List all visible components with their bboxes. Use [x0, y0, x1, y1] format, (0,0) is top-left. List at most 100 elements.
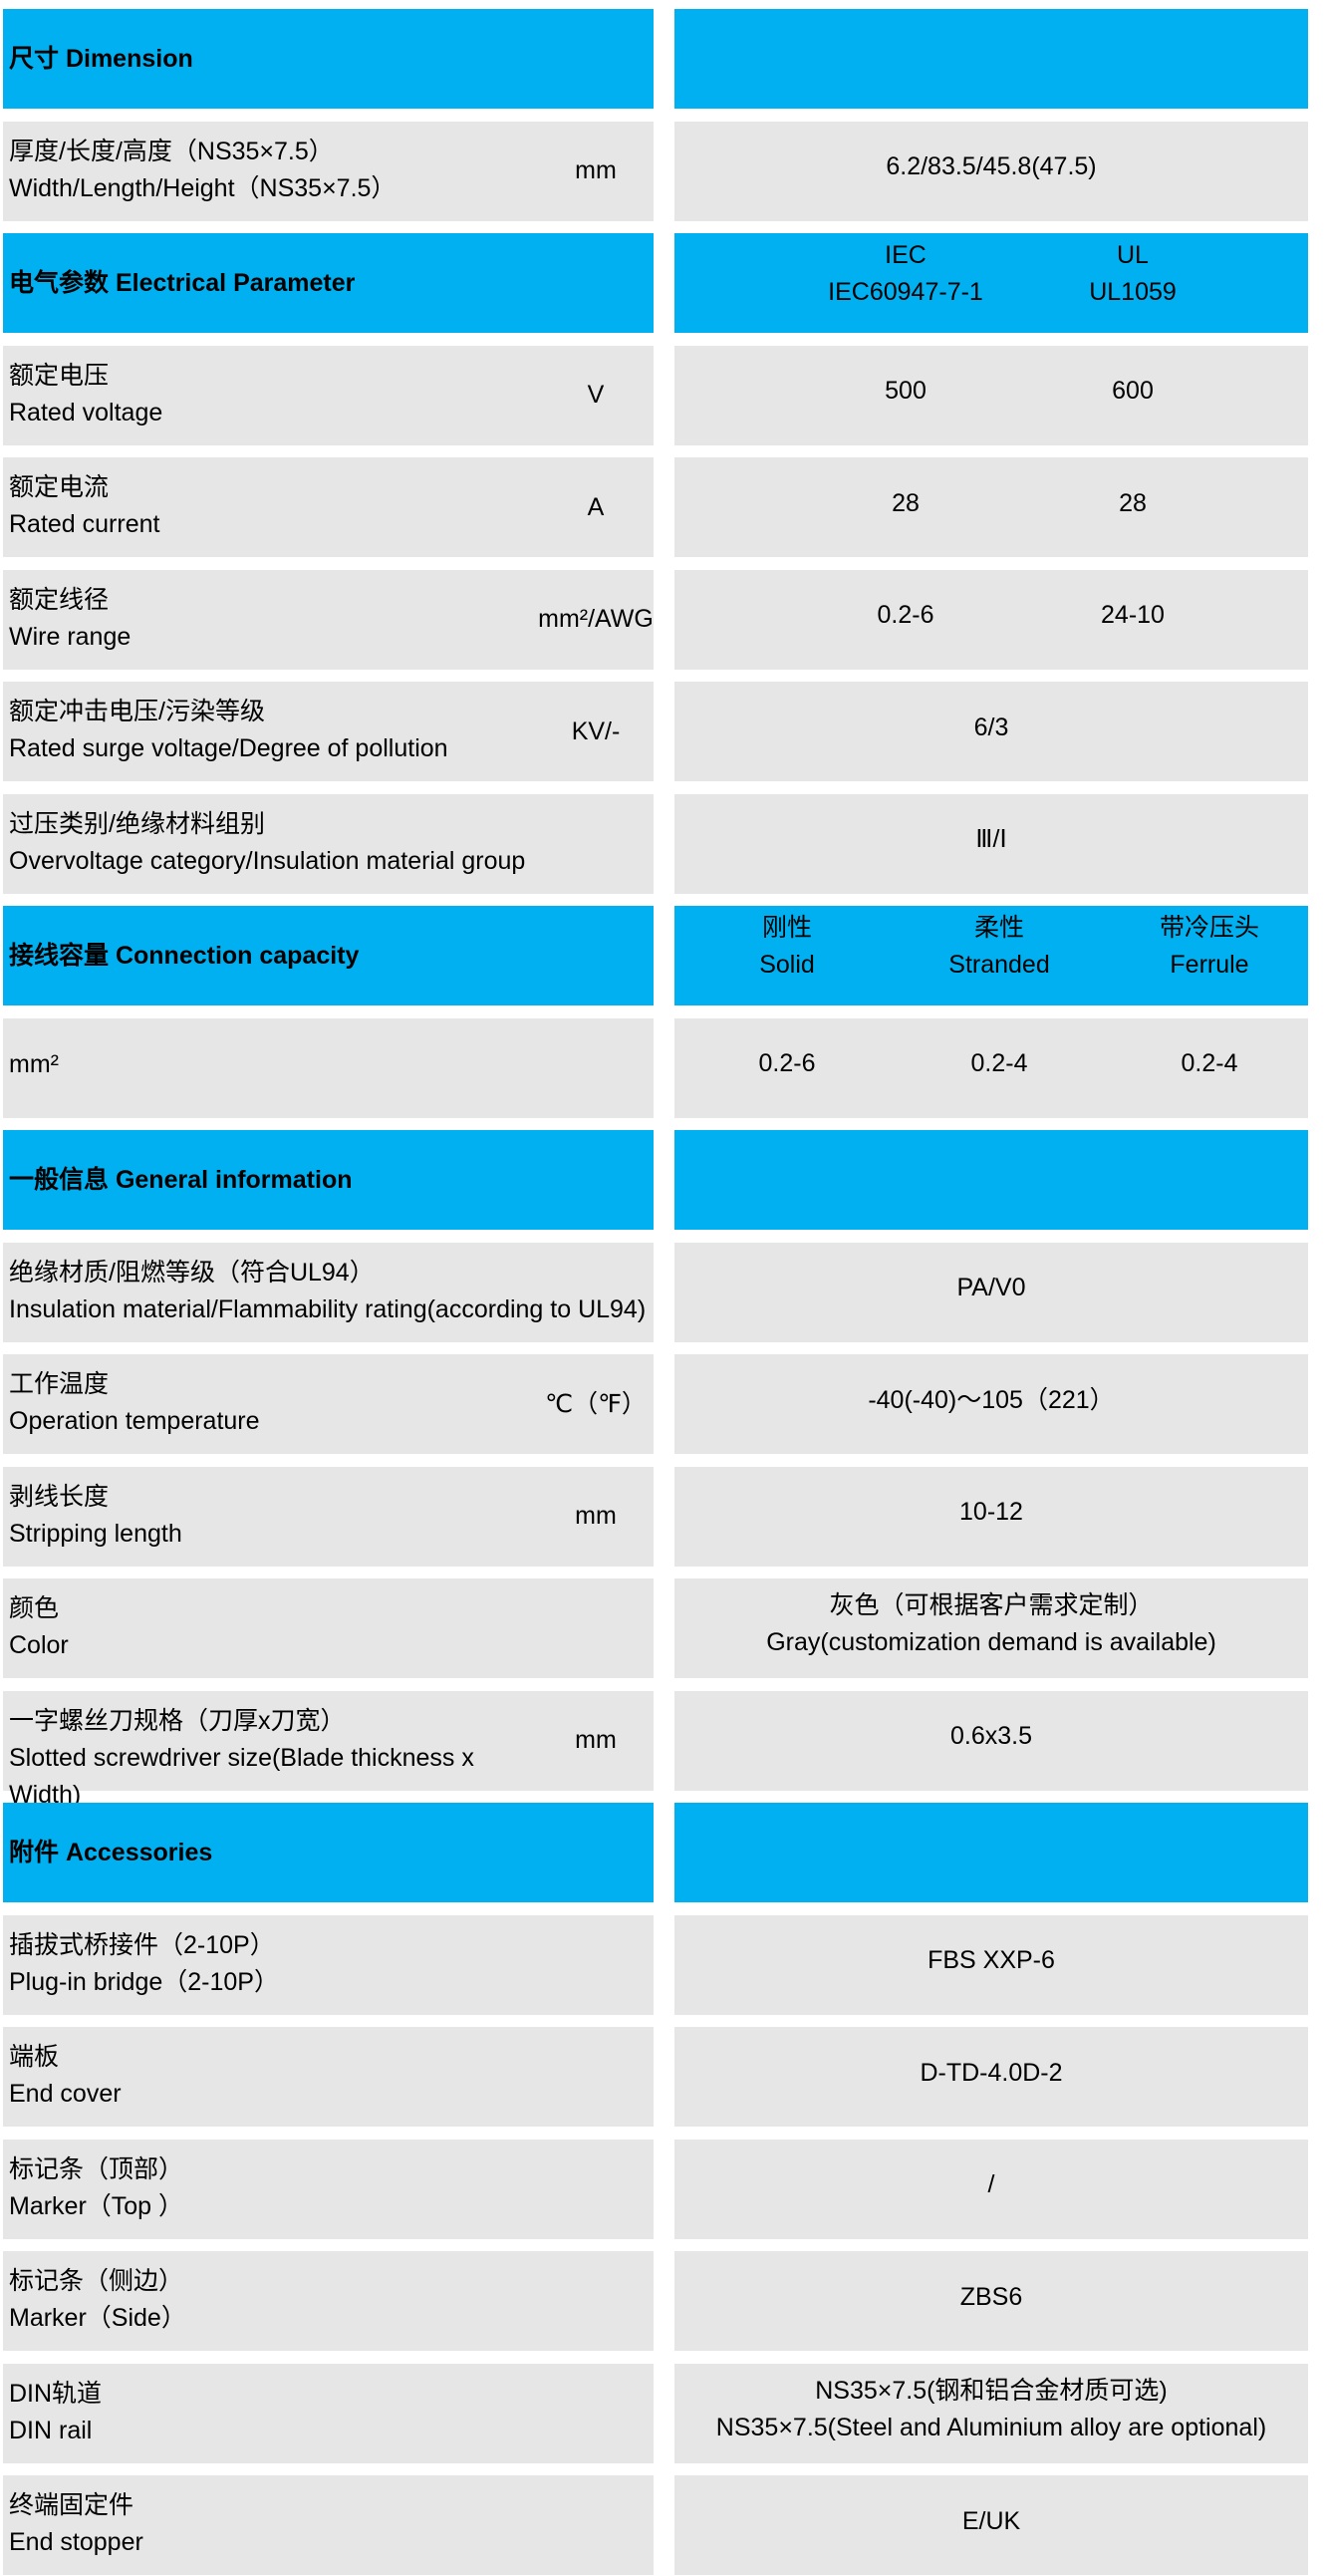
column-header-line: IEC [885, 241, 927, 269]
column-header-line: UL [1117, 241, 1149, 269]
spec-value: PA/V0 [956, 1243, 1025, 1334]
spec-value: ZBS6 [960, 2251, 1023, 2343]
spec-row-value-cell: Ⅲ/Ⅰ [674, 793, 1308, 894]
spec-row-label-cell: 颜色 Color [3, 1578, 654, 1678]
spec-unit: A [587, 492, 605, 521]
spec-value-line: FBS XXP-6 [928, 1946, 1055, 1974]
spec-label-en: Rated voltage [9, 398, 163, 427]
spec-row-label-cell: 插拔式桥接件（2-10P） Plug-in bridge（2-10P） [3, 1914, 654, 2015]
spec-label-en: Slotted screwdriver size(Blade thickness… [9, 1743, 474, 1809]
column-header-line: Solid [759, 951, 815, 979]
spec-value-line: 0.2-4 [1181, 1049, 1238, 1077]
column-header: 带冷压头 Ferrule [1160, 906, 1259, 1002]
spec-row-value-cell: / [674, 2139, 1308, 2239]
spec-unit: mm [575, 1502, 617, 1530]
spec-label-cn: 额定线径 [9, 585, 110, 614]
column-header-line: IEC60947-7-1 [828, 278, 983, 306]
section-header: 一般信息 General information [3, 1130, 654, 1230]
spec-row-label-cell: 额定电流 Rated current A [3, 457, 654, 557]
spec-label: 颜色 Color [9, 1590, 647, 1664]
spec-label-cn: 绝缘材质/阻燃等级（符合UL94） [9, 1258, 375, 1287]
spec-label-cn: 额定冲击电压/污染等级 [9, 698, 265, 725]
spec-row-value-cell: 10-12 [674, 1466, 1308, 1567]
spec-label: 工作温度 Operation temperature [9, 1366, 527, 1440]
column-header: IEC IEC60947-7-1 [828, 233, 983, 329]
spec-label: 插拔式桥接件（2-10P） Plug-in bridge（2-10P） [9, 1927, 647, 2001]
spec-unit: mm [575, 156, 617, 184]
spec-row-value-cell: 0.6x3.5 [674, 1690, 1308, 1791]
spec-value-line: 24-10 [1101, 601, 1165, 629]
spec-label: 一字螺丝刀规格（刀厚x刀宽） Slotted screwdriver size(B… [9, 1703, 527, 1814]
spec-value: 600 [1112, 346, 1154, 437]
spec-row-label-cell: DIN轨道 DIN rail [3, 2363, 654, 2463]
spec-label-en: Rated surge voltage/Degree of pollution [9, 734, 448, 762]
spec-value-line: 28 [892, 488, 920, 517]
spec-label-cn: 标记条（侧边） [9, 2267, 184, 2295]
spec-value: 6/3 [974, 682, 1009, 773]
spec-label-en: Plug-in bridge（2-10P） [9, 1967, 279, 1996]
spec-row-value-cell: 6.2/83.5/45.8(47.5) [674, 121, 1308, 221]
spec-value-line: PA/V0 [956, 1274, 1026, 1301]
spec-label-en: Marker（Top ） [9, 2191, 184, 2220]
section-header-values: IEC IEC60947-7-1 UL UL1059 [674, 233, 1308, 333]
spec-value-line: Gray(customization demand is available) [766, 1628, 1216, 1656]
spec-value-line: -40(-40)～105（221） [868, 1385, 1115, 1414]
spec-value: 24-10 [1101, 570, 1165, 662]
spec-label: DIN轨道 DIN rail [9, 2376, 647, 2449]
spec-row-label-cell: 绝缘材质/阻燃等级（符合UL94） Insulation material/Fla… [3, 1242, 654, 1342]
spec-value-line: 0.2-6 [877, 601, 934, 629]
spec-row-value-cell: 0.2-6 0.2-4 0.2-4 [674, 1017, 1308, 1118]
spec-value: FBS XXP-6 [928, 1915, 1055, 2007]
spec-label: 剥线长度 Stripping length [9, 1479, 527, 1553]
spec-value: 0.6x3.5 [950, 1691, 1032, 1783]
spec-label: 额定电压 Rated voltage [9, 358, 527, 431]
spec-value-line: 500 [885, 377, 927, 405]
spec-value: E/UK [962, 2475, 1020, 2567]
spec-value-line: 6.2/83.5/45.8(47.5) [886, 152, 1097, 180]
section-header-values [674, 1803, 1308, 1902]
spec-label-en: Operation temperature [9, 1407, 260, 1435]
spec-value: 500 [885, 346, 927, 437]
column-header-line: 柔性 [973, 914, 1024, 942]
spec-row-label-cell: 工作温度 Operation temperature ℃（℉） [3, 1354, 654, 1454]
spec-row-label-cell: 标记条（顶部） Marker（Top ） [3, 2139, 654, 2239]
spec-value-line: / [987, 2170, 995, 2198]
spec-label-en: Marker（Side） [9, 2304, 186, 2332]
column-header-line: 刚性 [761, 914, 812, 942]
spec-row-label-cell: 额定线径 Wire range mm²/AWG [3, 569, 654, 670]
spec-label: 额定线径 Wire range [9, 582, 527, 656]
spec-label-en: Stripping length [9, 1519, 182, 1548]
spec-row-value-cell: FBS XXP-6 [674, 1914, 1308, 2015]
spec-label: mm² [9, 1018, 647, 1118]
spec-unit: mm [575, 1726, 617, 1754]
spec-row-label-cell: 额定冲击电压/污染等级 Rated surge voltage/Degree of… [3, 682, 654, 781]
spec-row-value-cell: ZBS6 [674, 2251, 1308, 2351]
spec-value-line: 0.6x3.5 [949, 1722, 1033, 1750]
spec-label-cn: 额定电压 [9, 361, 110, 390]
spec-label-cn: 工作温度 [9, 1370, 110, 1398]
spec-label-cn: 额定电流 [9, 473, 110, 501]
spec-row-label-cell: 过压类别/绝缘材料组别 Overvoltage category/Insulati… [3, 793, 654, 894]
column-header: UL UL1059 [1089, 233, 1177, 329]
section-title: 一般信息 General information [9, 1166, 353, 1194]
spec-value-line: 10-12 [959, 1498, 1023, 1526]
spec-label-cn: DIN轨道 [9, 2379, 103, 2408]
spec-row-value-cell: 28 28 [674, 457, 1308, 557]
column-header: 柔性 Stranded [948, 906, 1049, 1002]
spec-value: 灰色（可根据客户需求定制） Gray(customization demand i… [766, 1578, 1216, 1670]
spec-value: Ⅲ/Ⅰ [975, 794, 1007, 886]
spec-label: 过压类别/绝缘材料组别 Overvoltage category/Insulati… [9, 806, 647, 880]
spec-value: 0.2-4 [971, 1018, 1028, 1110]
section-title: 尺寸 Dimension [9, 45, 193, 73]
spec-row-value-cell: 500 600 [674, 345, 1308, 445]
section-header-values [674, 9, 1308, 109]
spec-value-line: ZBS6 [959, 2282, 1023, 2311]
spec-label-cn: 剥线长度 [9, 1482, 110, 1511]
spec-label: 额定电流 Rated current [9, 469, 527, 543]
spec-value: / [988, 2140, 995, 2231]
spec-value-line: 600 [1112, 377, 1154, 405]
spec-row-value-cell: PA/V0 [674, 1242, 1308, 1342]
spec-label: 绝缘材质/阻燃等级（符合UL94） Insulation material/Fla… [9, 1255, 647, 1328]
spec-row-value-cell: E/UK [674, 2475, 1308, 2575]
spec-label: 终端固定件 End stopper [9, 2487, 647, 2561]
